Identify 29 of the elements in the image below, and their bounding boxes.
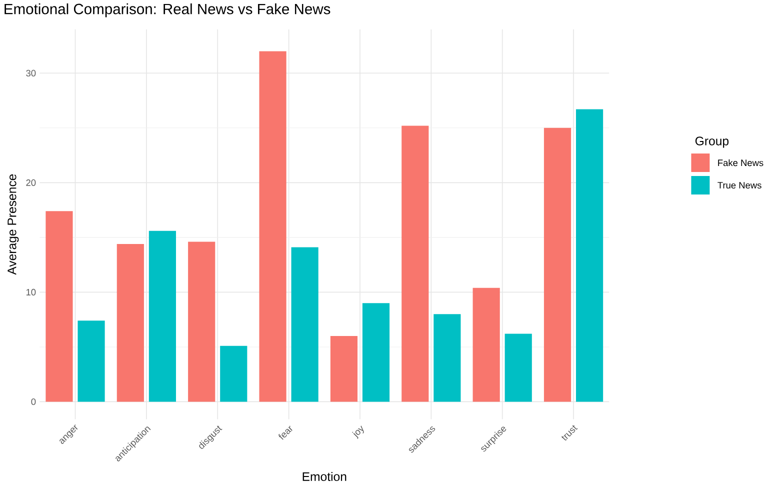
bar bbox=[402, 126, 429, 402]
legend-label: Fake News bbox=[718, 159, 764, 166]
legend-title: Group bbox=[695, 136, 729, 148]
bar bbox=[504, 334, 532, 402]
bar bbox=[78, 320, 105, 402]
y-tick-label: 10 bbox=[26, 288, 36, 296]
x-tick-label: fear bbox=[278, 426, 292, 440]
bar bbox=[148, 230, 176, 402]
x-axis-title: Emotion bbox=[302, 472, 346, 481]
bar bbox=[46, 210, 73, 402]
y-tick-label: 0 bbox=[31, 398, 36, 405]
bar bbox=[472, 288, 500, 402]
bar bbox=[544, 128, 572, 402]
bar bbox=[188, 242, 216, 402]
bar bbox=[259, 51, 286, 402]
y-axis-title: Average Presence bbox=[8, 174, 19, 275]
bar bbox=[116, 244, 144, 402]
bar bbox=[434, 314, 461, 402]
bar bbox=[576, 109, 604, 402]
chart-title: Emotional Comparison: Real News vs Fake News bbox=[4, 3, 330, 17]
legend-label: True News bbox=[718, 182, 762, 188]
bar bbox=[291, 247, 318, 402]
x-tick-label: joy bbox=[352, 425, 364, 439]
x-tick-label: trust bbox=[562, 424, 578, 440]
y-tick-label: 20 bbox=[26, 179, 36, 186]
bar bbox=[362, 302, 390, 402]
bar bbox=[220, 346, 248, 402]
bar bbox=[330, 336, 358, 402]
y-tick-label: 30 bbox=[26, 70, 36, 76]
